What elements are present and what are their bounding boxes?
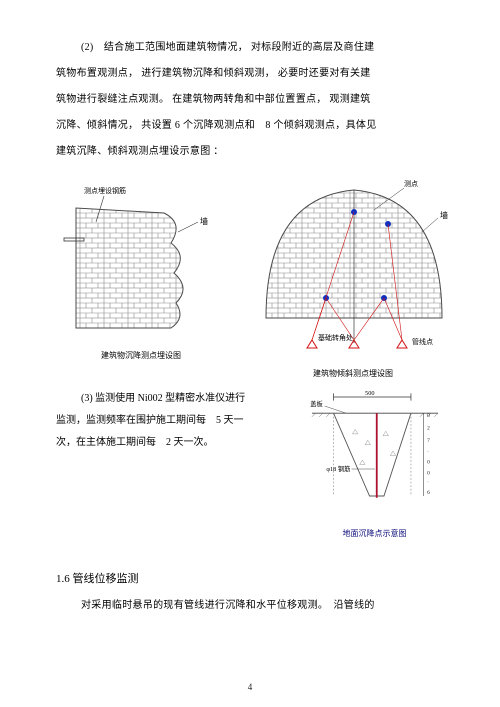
last-paragraph-line: 对采用临时悬吊的现有管线进行沉降和水平位移观测。 沿管线的 [56,596,452,616]
svg-text:0: 0 [427,470,430,476]
para2-l3: 筑物进行裂缝注点观测。 在建筑物两转角和中部位置置点， 观测建筑 [56,90,452,110]
dim-500: 500 [365,390,374,397]
svg-text:0: 0 [427,460,430,466]
para2-l2: 筑物布置观测点， 进行建筑物沉降和倾斜观测， 必要时还要对有关建 [56,64,452,84]
caption-tilt: 建筑物倾斜测点埋设图 [254,366,452,382]
svg-text:·: · [427,449,429,455]
page-number: 4 [0,682,500,692]
section-1-6-heading: 1.6 管线位移监测 [56,568,452,590]
label-steel: 测点埋设钢筋 [84,186,126,195]
label-rebar: φ18 钢筋 [326,464,350,473]
para3-l2: 监测，监测频率在围护施工期间每 5 天一 [56,410,287,432]
svg-text:0: 0 [427,413,430,419]
para3-l1: (3) 监测使用 Ni002 型精密水准仪进行 [56,388,287,410]
para3-l3: 次，在主体施工期间每 2 天一次。 [56,432,287,454]
figure-settlement: 测点埋设钢筋 墙 建筑物沉降测点埋设图 [56,168,226,382]
figure-ground-settlement: 500 盖板 0 2 7 · [297,388,452,542]
svg-text:7: 7 [427,438,430,444]
para2-l5: 建筑沉降、倾斜观测点埋设示意图 ： [56,142,452,162]
label-cover: 盖板 [310,399,323,408]
caption-ground: 地面沉降点示意图 [297,526,452,542]
figure-row-buildings: 测点埋设钢筋 墙 建筑物沉降测点埋设图 测点 墙 [56,168,452,382]
label-wall-right: 墙 [440,210,448,220]
svg-text:6: 6 [427,490,430,496]
label-pipe-point: 管线点 [412,337,433,346]
label-base-corner: 基础转角处 [318,333,353,342]
svg-text:·: · [427,479,429,485]
label-wall-left: 墙 [200,216,208,226]
figure-tilt: 测点 墙 [254,168,452,382]
para2-l1: (2) 结合施工范围地面建筑物情况， 对标段附近的高层及商住建 [56,38,452,58]
label-point: 测点 [404,180,418,188]
section-3: (3) 监测使用 Ni002 型精密水准仪进行 监测，监测频率在围护施工期间每 … [56,388,452,542]
para2-l4: 沉降、倾斜情况， 共设置 6 个沉降观测点和 8 个倾斜观测点，具体见 [56,116,452,136]
caption-settlement: 建筑物沉降测点埋设图 [56,348,226,364]
svg-text:2: 2 [427,425,430,431]
